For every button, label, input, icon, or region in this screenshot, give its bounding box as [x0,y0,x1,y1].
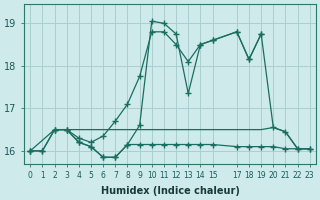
X-axis label: Humidex (Indice chaleur): Humidex (Indice chaleur) [100,186,239,196]
